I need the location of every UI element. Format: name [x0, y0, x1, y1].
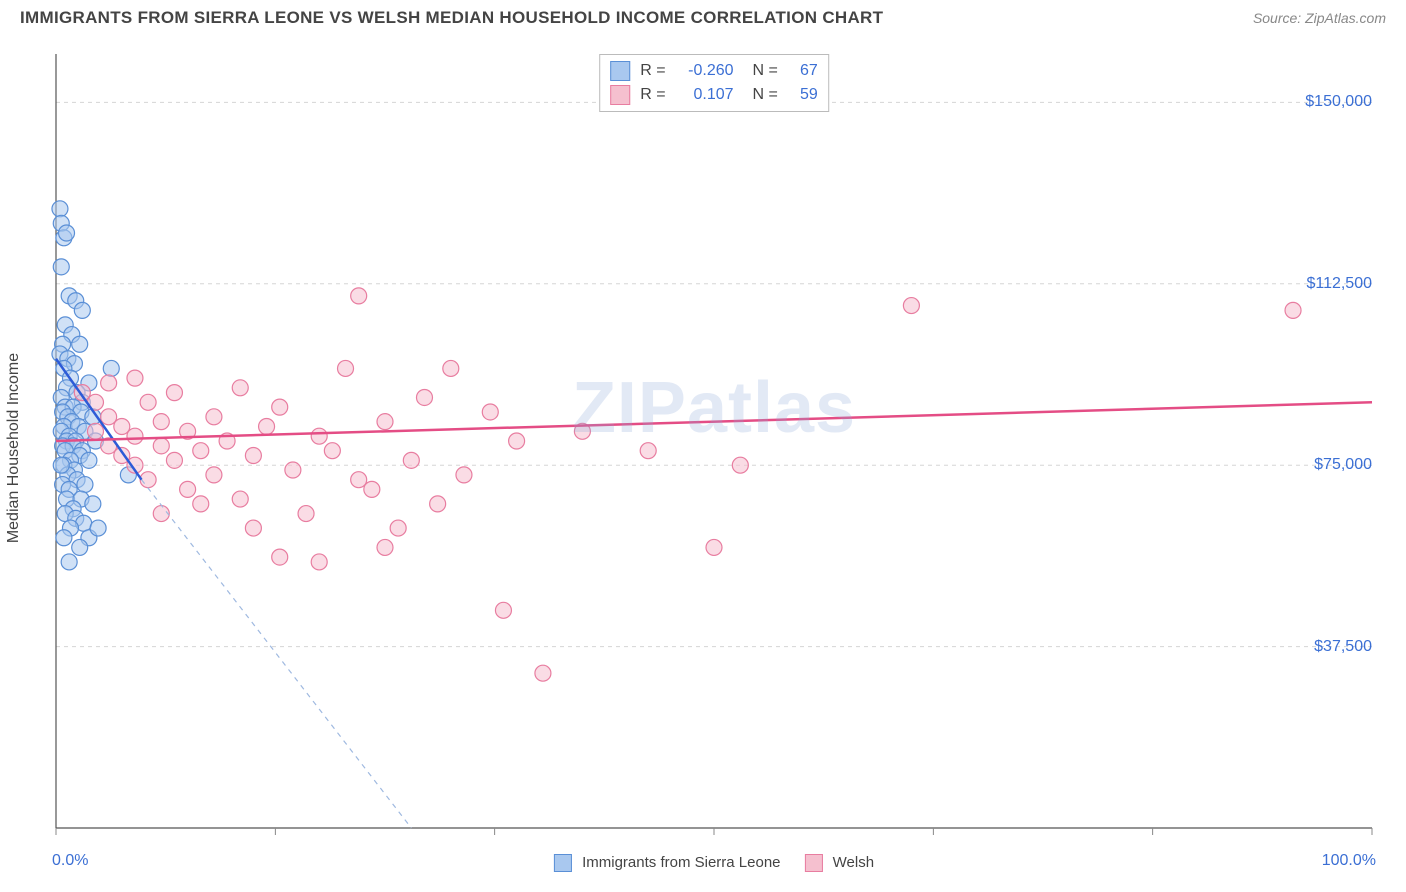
stat-r-value-1: -0.260	[676, 62, 734, 80]
swatch-series1	[610, 61, 630, 81]
x-tick-label: 0.0%	[52, 852, 88, 870]
stats-row-series2: R = 0.107 N = 59	[610, 83, 818, 107]
stat-n-value-2: 59	[788, 86, 818, 104]
y-axis-label: Median Household Income	[5, 353, 23, 543]
stat-n-label: N =	[744, 62, 778, 80]
y-tick-label: $75,000	[1314, 456, 1372, 474]
swatch-series2-bottom	[805, 854, 823, 872]
x-axis-legend: Immigrants from Sierra Leone Welsh	[554, 854, 874, 872]
y-tick-label: $112,500	[1306, 275, 1372, 293]
x-legend-label-2: Welsh	[833, 854, 874, 871]
x-legend-item-2: Welsh	[805, 854, 875, 872]
source-attribution: Source: ZipAtlas.com	[1253, 10, 1386, 26]
chart-header: IMMIGRANTS FROM SIERRA LEONE VS WELSH ME…	[0, 0, 1406, 32]
swatch-series1-bottom	[554, 854, 572, 872]
y-tick-label: $150,000	[1305, 93, 1372, 111]
swatch-series2	[610, 85, 630, 105]
chart-title: IMMIGRANTS FROM SIERRA LEONE VS WELSH ME…	[20, 8, 883, 28]
x-legend-label-1: Immigrants from Sierra Leone	[582, 854, 780, 871]
stat-r-value-2: 0.107	[676, 86, 734, 104]
y-tick-label: $37,500	[1314, 638, 1372, 656]
x-legend-item-1: Immigrants from Sierra Leone	[554, 854, 781, 872]
x-tick-label: 100.0%	[1322, 852, 1376, 870]
stats-row-series1: R = -0.260 N = 67	[610, 59, 818, 83]
stat-n-label: N =	[744, 86, 778, 104]
stat-n-value-1: 67	[788, 62, 818, 80]
chart-container: Median Household Income ZIPatlas R = -0.…	[44, 48, 1384, 848]
stat-r-label: R =	[640, 62, 665, 80]
stat-r-label: R =	[640, 86, 665, 104]
scatter-plot	[44, 48, 1384, 848]
stats-legend-box: R = -0.260 N = 67 R = 0.107 N = 59	[599, 54, 829, 112]
